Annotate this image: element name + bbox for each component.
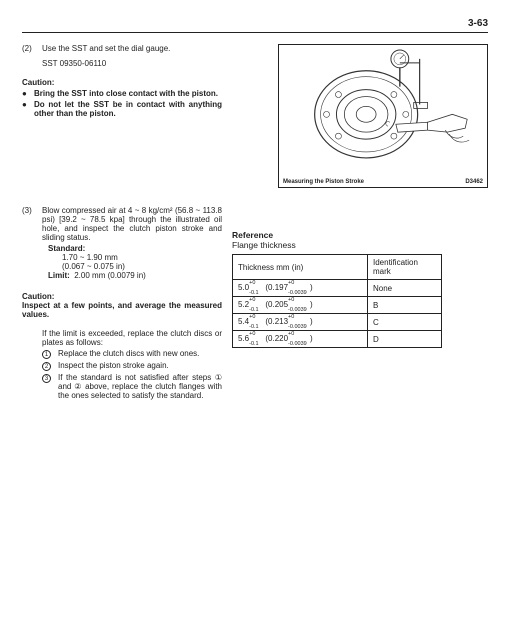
right-column: Measuring the Piston Stroke D3462 Refere… bbox=[232, 44, 488, 400]
paren-base: 0.197 bbox=[268, 283, 288, 292]
step-2-text: Use the SST and set the dial gauge. bbox=[42, 44, 222, 53]
tol-dn: -0.1 bbox=[249, 324, 258, 330]
caution-bullet-1: ● Bring the SST into close contact with … bbox=[22, 89, 222, 98]
reference-table: Thickness mm (in) Identification mark 5.… bbox=[232, 254, 442, 348]
left-column: (2) Use the SST and set the dial gauge. … bbox=[22, 44, 232, 400]
figure-id: D3462 bbox=[465, 179, 483, 185]
figure-illustration bbox=[279, 45, 487, 188]
thickness-cell: 5.4+0-0.1 (0.213+0-0.0039) bbox=[233, 314, 368, 331]
paren-base: 0.205 bbox=[268, 300, 288, 309]
mark-cell: D bbox=[368, 331, 442, 348]
caution-2: Caution: Inspect at a few points, and av… bbox=[22, 292, 222, 319]
circled-1-text: Replace the clutch discs with new ones. bbox=[58, 349, 222, 359]
base-val: 5.0 bbox=[238, 283, 249, 292]
bullet-dot: ● bbox=[22, 100, 34, 118]
thickness-cell: 5.2+0-0.1 (0.205+0-0.0039) bbox=[233, 297, 368, 314]
col-mark: Identification mark bbox=[368, 255, 442, 280]
limit-line: Limit: 2.00 mm (0.0079 in) bbox=[48, 271, 222, 280]
table-row: 5.6+0-0.1 (0.220+0-0.0039) D bbox=[233, 331, 442, 348]
standard-line-1: 1.70 ~ 1.90 mm bbox=[62, 253, 222, 262]
tol-up: +0 bbox=[249, 314, 255, 320]
figure-box: Measuring the Piston Stroke D3462 bbox=[278, 44, 488, 188]
paren-base: 0.213 bbox=[268, 317, 288, 326]
base-val: 5.6 bbox=[238, 334, 249, 343]
base-val: 5.2 bbox=[238, 300, 249, 309]
circled-1: 1 Replace the clutch discs with new ones… bbox=[42, 349, 222, 359]
bullet-dot: ● bbox=[22, 89, 34, 98]
step-2: (2) Use the SST and set the dial gauge. bbox=[22, 44, 222, 53]
tol-dn: -0.1 bbox=[249, 341, 258, 347]
ptol-dn: -0.0039 bbox=[288, 324, 307, 330]
step-3-body: Blow compressed air at 4 ~ 8 kg/cm² (56.… bbox=[42, 206, 222, 280]
mark-cell: None bbox=[368, 280, 442, 297]
base-val: 5.4 bbox=[238, 317, 249, 326]
limit-value: 2.00 mm (0.0079 in) bbox=[74, 271, 146, 280]
step-3-text: Blow compressed air at 4 ~ 8 kg/cm² (56.… bbox=[42, 206, 222, 242]
content-area: (2) Use the SST and set the dial gauge. … bbox=[22, 44, 488, 400]
figure-caption: Measuring the Piston Stroke bbox=[283, 179, 364, 185]
thickness-cell: 5.6+0-0.1 (0.220+0-0.0039) bbox=[233, 331, 368, 348]
table-row: 5.0+0-0.1 (0.197+0-0.0039) None bbox=[233, 280, 442, 297]
mark-cell: B bbox=[368, 297, 442, 314]
tol-up: +0 bbox=[249, 331, 255, 337]
table-header-row: Thickness mm (in) Identification mark bbox=[233, 255, 442, 280]
circled-num-2: 2 bbox=[42, 361, 58, 371]
thickness-cell: 5.0+0-0.1 (0.197+0-0.0039) bbox=[233, 280, 368, 297]
circled-3: 3 If the standard is not satisfied after… bbox=[42, 373, 222, 400]
table-row: 5.2+0-0.1 (0.205+0-0.0039) B bbox=[233, 297, 442, 314]
table-row: 5.4+0-0.1 (0.213+0-0.0039) C bbox=[233, 314, 442, 331]
standard-line-2: (0.067 ~ 0.075 in) bbox=[62, 262, 222, 271]
if-limit-text: If the limit is exceeded, replace the cl… bbox=[42, 329, 222, 347]
mark-cell: C bbox=[368, 314, 442, 331]
ptol-up: +0 bbox=[288, 280, 294, 286]
reference-subtitle: Flange thickness bbox=[232, 240, 488, 250]
caution-bullet-1-text: Bring the SST into close contact with th… bbox=[34, 89, 222, 98]
ptol-dn: -0.0039 bbox=[288, 341, 307, 347]
caution-2-heading: Caution: bbox=[22, 292, 222, 301]
tol-dn: -0.1 bbox=[249, 290, 258, 296]
reference-block: Reference Flange thickness Thickness mm … bbox=[232, 230, 488, 348]
limit-label: Limit: bbox=[48, 271, 70, 280]
circled-2-text: Inspect the piston stroke again. bbox=[58, 361, 222, 371]
reference-title: Reference bbox=[232, 230, 488, 240]
paren-base: 0.220 bbox=[268, 334, 288, 343]
caution-bullet-2: ● Do not let the SST be in contact with … bbox=[22, 100, 222, 118]
ptol-up: +0 bbox=[288, 314, 294, 320]
caution-heading: Caution: bbox=[22, 78, 222, 87]
sst-number: SST 09350-06110 bbox=[42, 59, 222, 68]
caution-2-text: Inspect at a few points, and average the… bbox=[22, 301, 222, 319]
col-thickness: Thickness mm (in) bbox=[233, 255, 368, 280]
ptol-up: +0 bbox=[288, 331, 294, 337]
standard-heading: Standard: bbox=[48, 244, 222, 253]
circled-num-1: 1 bbox=[42, 349, 58, 359]
step-3: (3) Blow compressed air at 4 ~ 8 kg/cm² … bbox=[22, 206, 222, 280]
tol-up: +0 bbox=[249, 297, 255, 303]
step-2-num: (2) bbox=[22, 44, 42, 53]
tol-dn: -0.1 bbox=[249, 307, 258, 313]
page-number: 3-63 bbox=[468, 18, 488, 29]
circled-2: 2 Inspect the piston stroke again. bbox=[42, 361, 222, 371]
circled-num-3: 3 bbox=[42, 373, 58, 400]
caution-bullet-2-text: Do not let the SST be in contact with an… bbox=[34, 100, 222, 118]
ptol-up: +0 bbox=[288, 297, 294, 303]
ptol-dn: -0.0039 bbox=[288, 290, 307, 296]
ptol-dn: -0.0039 bbox=[288, 307, 307, 313]
tol-up: +0 bbox=[249, 280, 255, 286]
step-3-num: (3) bbox=[22, 206, 42, 280]
top-rule bbox=[22, 32, 488, 33]
circled-3-text: If the standard is not satisfied after s… bbox=[58, 373, 222, 400]
